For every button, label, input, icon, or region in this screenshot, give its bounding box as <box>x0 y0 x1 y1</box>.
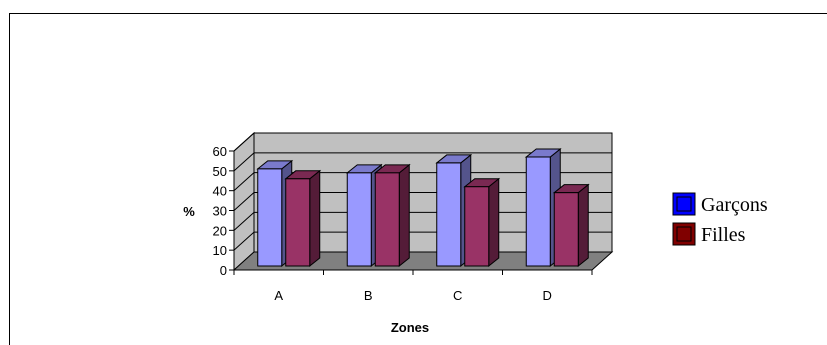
y-tick-label: 60 <box>213 144 227 159</box>
x-tick-label: B <box>364 288 373 303</box>
bar-side <box>577 183 589 268</box>
bar-Filles-C <box>463 177 501 268</box>
bar-Filles-B <box>373 163 411 268</box>
x-tick-label: D <box>543 288 552 303</box>
bar-front <box>257 168 283 267</box>
legend-swatch <box>672 222 696 246</box>
bar-Garçons-D <box>524 147 562 268</box>
bar-Filles-D <box>552 183 590 268</box>
bar-Filles-A <box>284 169 322 268</box>
bar-side <box>488 177 500 268</box>
chart-frame <box>9 13 827 345</box>
gridline <box>233 152 612 172</box>
legend-label: Filles <box>701 224 746 246</box>
bar-side <box>309 169 321 268</box>
bar-front <box>553 192 579 267</box>
legend-item: Filles <box>672 222 746 246</box>
bar-front <box>346 172 372 267</box>
y-tick-label: 30 <box>213 204 227 219</box>
y-tick-label: 40 <box>213 184 227 199</box>
bar-front <box>436 162 462 267</box>
bar-front <box>525 156 551 267</box>
x-axis-title: Zones <box>391 320 429 335</box>
y-tick-label: 0 <box>220 263 227 278</box>
legend-item: Garçons <box>672 192 768 216</box>
y-tick-label: 10 <box>213 243 227 258</box>
bar-side <box>398 163 410 268</box>
gridline <box>233 172 612 192</box>
y-axis-title: % <box>183 204 195 219</box>
legend-swatch-inner <box>676 226 692 242</box>
gridline <box>233 132 612 152</box>
bar-front <box>374 172 400 267</box>
bar-front <box>464 186 490 267</box>
x-tick-label: A <box>274 288 283 303</box>
y-tick-label: 50 <box>213 164 227 179</box>
legend-label: Garçons <box>701 194 768 216</box>
legend-swatch-inner <box>676 196 692 212</box>
y-tick-label: 20 <box>213 223 227 238</box>
x-tick-label: C <box>453 288 462 303</box>
legend-swatch <box>672 192 696 216</box>
bar-front <box>285 178 311 267</box>
